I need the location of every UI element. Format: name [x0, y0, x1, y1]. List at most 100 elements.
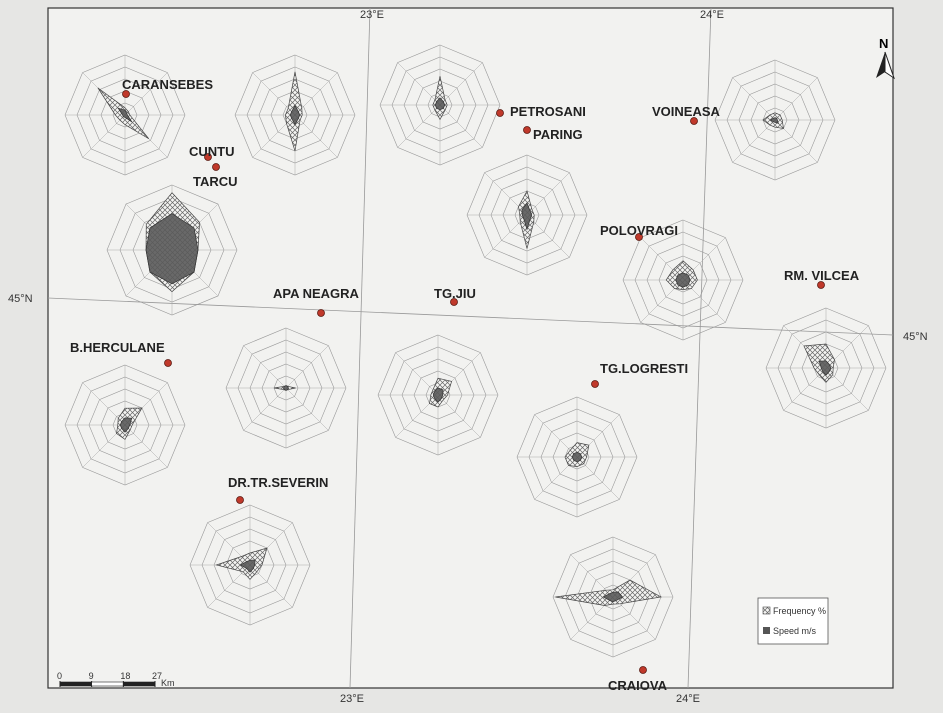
frequency-polygon [215, 547, 268, 580]
speed-polygon [571, 451, 583, 463]
rose-axis [294, 114, 338, 158]
north-label: N [879, 36, 888, 51]
rose-axis [285, 345, 329, 389]
scale-label: 0 [57, 671, 62, 681]
station-label: TG.LOGRESTI [600, 361, 688, 376]
rose-axis [82, 382, 126, 426]
rose-axis [534, 414, 578, 458]
rose-axis [397, 62, 441, 106]
map-frame [47, 7, 894, 689]
station-dot [236, 496, 244, 504]
station-label: CRAIOVA [608, 678, 668, 693]
station-label: RM. VILCEA [784, 268, 860, 283]
station-dot [317, 309, 325, 317]
legend-label: Frequency % [773, 606, 826, 616]
station-label: VOINEASA [652, 104, 721, 119]
scale-segment [59, 681, 92, 687]
speed-polygon [432, 387, 444, 403]
rose-axis [243, 387, 287, 431]
rose-axis [285, 387, 329, 431]
rose-axis [576, 456, 620, 500]
station-label: TG.JIU [434, 286, 476, 301]
station-dot [496, 109, 504, 117]
parallel-line [47, 297, 894, 336]
speed-polygon [434, 97, 446, 111]
speed-polygon [769, 117, 779, 124]
station-dot [164, 359, 172, 367]
wind-rose [64, 54, 186, 176]
rose-axis [439, 104, 483, 148]
station-dot [122, 90, 130, 98]
station-dot [450, 298, 458, 306]
station-dot [690, 117, 698, 125]
wind-rose [64, 364, 186, 486]
rose-axis [526, 172, 570, 216]
speed-polygon [145, 213, 199, 285]
rose-axis [439, 62, 483, 106]
station-label: CARANSEBES [122, 77, 213, 92]
wind-rose [622, 219, 744, 341]
wind-rose [466, 154, 588, 276]
rose-axis [124, 72, 168, 116]
rose-axis [397, 104, 441, 148]
scale-segment [123, 681, 156, 687]
station-label: B.HERCULANE [70, 340, 165, 355]
rose-axis [774, 77, 818, 121]
speed-polygon [818, 360, 832, 376]
wind-rose [516, 396, 638, 518]
scale-label: 18 [120, 671, 130, 681]
station-dot [635, 233, 643, 241]
wind-rose [377, 334, 499, 456]
scale-segment [91, 681, 124, 687]
rose-axis [395, 352, 439, 396]
meridian-label: 24°E [676, 693, 700, 705]
speed-polygon [119, 417, 133, 433]
station-label: APA NEAGRA [273, 286, 360, 301]
wind-rose [379, 44, 501, 166]
frequency-polygon [555, 579, 663, 606]
wind-rose [552, 536, 674, 658]
speed-polygon [289, 104, 301, 126]
station-label: CUNTU [189, 144, 235, 159]
rose-axis [437, 394, 481, 438]
speed-polygon [602, 591, 624, 603]
stations: CARANSEBES CUNTU TARCU PETROSANI PARING VOINE… [70, 77, 860, 693]
wind-rose [189, 504, 311, 626]
station-label: DR.TR.SEVERIN [228, 475, 328, 490]
scale-label: 27 [152, 671, 162, 681]
station-dot [817, 281, 825, 289]
rose-axis [732, 77, 776, 121]
meridian-line [687, 7, 712, 689]
north-arrow: N [876, 36, 895, 80]
wind-rose [234, 54, 356, 176]
wind-rose [714, 59, 836, 181]
scale-label: 9 [89, 671, 94, 681]
speed-polygon [521, 202, 533, 231]
parallel-label: 45°N [903, 331, 928, 343]
speed-polygon [283, 385, 289, 391]
wind-rose [225, 327, 347, 449]
speed-polygon [239, 559, 256, 573]
legend-label: Speed m/s [773, 626, 817, 636]
station-label: PETROSANI [510, 104, 586, 119]
wind-rose [765, 307, 887, 429]
station-label: PARING [533, 127, 583, 142]
rose-axis [732, 119, 776, 163]
rose-axis [82, 114, 126, 158]
station-dot [204, 153, 212, 161]
rose-axis [124, 424, 168, 468]
rose-axis [783, 367, 827, 411]
rose-axis [825, 367, 869, 411]
rose-axis [243, 345, 287, 389]
meridian-label: 23°E [360, 9, 384, 21]
station-dot [523, 126, 531, 134]
station-dot [639, 666, 647, 674]
station-label: POLOVRAGI [600, 223, 678, 238]
speed-polygon [117, 107, 133, 123]
station-label: TARCU [193, 174, 238, 189]
meridian-label: 24°E [700, 9, 724, 21]
rose-axis [249, 564, 293, 608]
speed-polygon [675, 272, 691, 288]
